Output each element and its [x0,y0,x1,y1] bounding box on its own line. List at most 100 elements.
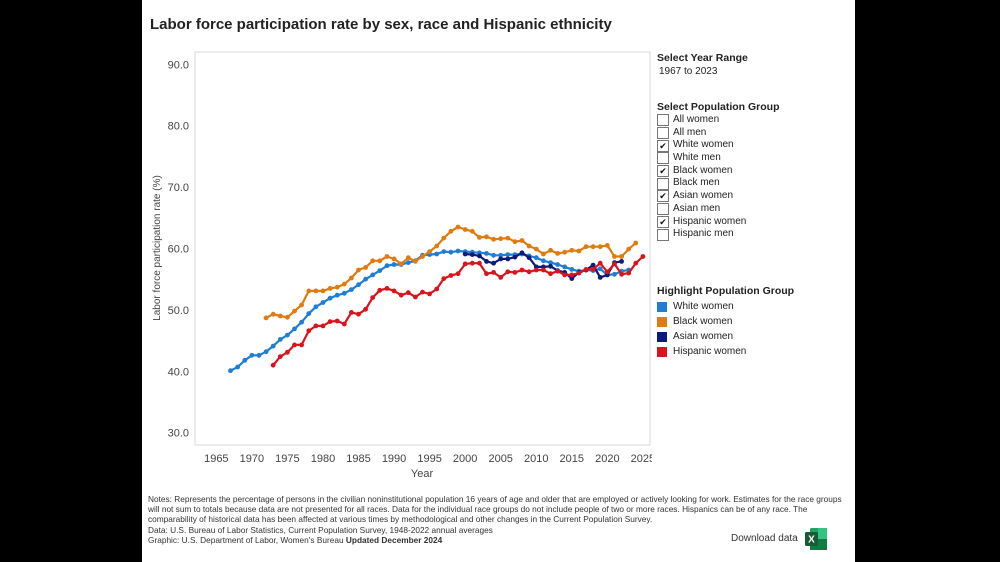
data-point[interactable] [384,263,390,269]
data-point[interactable] [583,267,589,272]
checkbox-checked-icon[interactable]: ✔ [657,215,669,228]
data-point[interactable] [277,313,283,319]
data-point[interactable] [377,268,383,273]
data-point[interactable] [327,286,333,291]
data-point[interactable] [505,256,511,262]
data-point[interactable] [469,228,475,234]
population-option[interactable]: ✔ White women [657,139,780,152]
data-point[interactable] [441,249,447,255]
data-point[interactable] [405,290,411,296]
data-point[interactable] [455,224,461,230]
data-point[interactable] [619,259,624,264]
data-point[interactable] [491,260,496,266]
data-point[interactable] [441,276,447,281]
data-point[interactable] [263,349,269,355]
data-point[interactable] [299,302,304,308]
data-point[interactable] [548,263,553,269]
data-point[interactable] [569,276,575,281]
data-point[interactable] [285,332,290,338]
data-point[interactable] [228,368,233,374]
data-point[interactable] [519,267,525,273]
data-point[interactable] [270,343,276,349]
data-point[interactable] [619,271,624,277]
data-point[interactable] [285,314,290,320]
data-point[interactable] [370,272,376,278]
data-point[interactable] [349,275,354,281]
data-point[interactable] [405,255,411,261]
data-point[interactable] [498,252,504,258]
data-point[interactable] [306,288,312,294]
data-point[interactable] [512,254,518,260]
data-point[interactable] [526,243,532,249]
population-option[interactable]: Hispanic men [657,228,780,241]
data-point[interactable] [448,249,454,255]
highlight-option[interactable]: Hispanic women [657,344,794,359]
data-point[interactable] [491,270,496,275]
data-point[interactable] [334,284,340,290]
data-point[interactable] [377,258,383,264]
data-point[interactable] [526,255,532,261]
data-point[interactable] [597,260,603,266]
data-point[interactable] [612,254,617,259]
data-point[interactable] [626,270,632,276]
data-point[interactable] [469,252,475,257]
population-option[interactable]: ✔ Asian women [657,190,780,203]
population-option[interactable]: ✔ Hispanic women [657,216,780,229]
data-point[interactable] [370,295,376,300]
data-point[interactable] [541,267,546,273]
checkbox-icon[interactable] [657,127,669,140]
data-point[interactable] [548,271,553,277]
data-point[interactable] [349,287,354,292]
data-point[interactable] [363,276,368,282]
data-point[interactable] [597,275,603,280]
data-point[interactable] [341,321,347,327]
data-point[interactable] [626,246,632,252]
data-point[interactable] [313,323,319,329]
data-point[interactable] [562,264,568,270]
data-point[interactable] [505,252,511,257]
data-point[interactable] [349,310,354,315]
data-point[interactable] [555,262,560,267]
checkbox-icon[interactable] [657,114,669,127]
data-point[interactable] [320,288,326,294]
data-point[interactable] [498,275,504,280]
data-point[interactable] [341,281,347,287]
data-point[interactable] [498,236,504,242]
data-point[interactable] [526,269,532,275]
data-point[interactable] [583,244,589,250]
data-point[interactable] [277,354,283,359]
data-point[interactable] [334,292,340,298]
data-point[interactable] [320,323,326,329]
data-point[interactable] [299,342,304,348]
data-point[interactable] [434,243,440,249]
data-point[interactable] [405,260,411,265]
data-point[interactable] [512,270,518,275]
data-point[interactable] [484,271,489,277]
population-option[interactable]: White men [657,152,780,165]
checkbox-icon[interactable] [657,152,669,165]
data-point[interactable] [633,260,639,266]
data-point[interactable] [398,292,404,298]
data-point[interactable] [249,352,255,358]
data-point[interactable] [391,262,397,267]
population-option[interactable]: Asian men [657,203,780,216]
population-option[interactable]: ✔ Black women [657,165,780,178]
data-point[interactable] [306,328,312,334]
data-point[interactable] [491,252,496,258]
data-point[interactable] [597,266,603,272]
data-point[interactable] [512,239,518,245]
data-point[interactable] [569,267,575,272]
data-point[interactable] [576,248,582,254]
data-point[interactable] [590,244,596,250]
data-point[interactable] [285,349,290,355]
data-point[interactable] [277,337,283,342]
series-line[interactable] [229,249,629,372]
data-point[interactable] [384,254,390,259]
data-point[interactable] [413,294,418,300]
data-point[interactable] [612,271,617,277]
data-point[interactable] [377,287,383,293]
data-point[interactable] [356,282,361,288]
population-option[interactable]: All women [657,114,780,127]
data-point[interactable] [356,311,361,317]
data-point[interactable] [597,244,603,250]
